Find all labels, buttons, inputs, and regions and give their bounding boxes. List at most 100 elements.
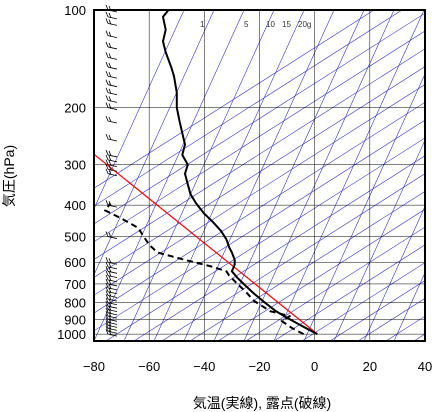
wind-barb	[105, 149, 118, 158]
wind-barb	[105, 102, 118, 110]
mixing-ratio-line	[213, 10, 365, 341]
wind-barb	[105, 95, 118, 103]
dry-adiabat-line	[94, 30, 425, 243]
mixing-ratio-line	[94, 10, 185, 210]
y-tick-label: 1000	[57, 327, 86, 342]
sounding-series	[104, 10, 318, 335]
mixing-ratio-label: 10	[266, 20, 275, 29]
x-axis-ticks: −80 −60 −40 −20 0 20 40	[83, 359, 432, 374]
dry-adiabat-line	[94, 48, 425, 260]
wind-barb	[105, 168, 118, 177]
plot-frame	[93, 9, 426, 342]
x-tick-label: −20	[248, 359, 270, 374]
y-tick-label: 200	[64, 101, 86, 116]
wind-barb	[105, 79, 118, 88]
mixing-ratio-line	[393, 271, 425, 341]
dry-adiabat-line	[133, 155, 425, 341]
wind-barb	[105, 274, 118, 283]
wind-barb	[105, 270, 118, 279]
wind-barb	[105, 164, 118, 172]
wind-barb	[105, 320, 118, 328]
mixing-ratio-label: 1	[200, 20, 205, 29]
dry-adiabat-line	[217, 208, 425, 341]
wind-barb	[105, 282, 118, 291]
wind-barb	[105, 257, 118, 265]
y-tick-label: 100	[64, 3, 86, 18]
dry-adiabat-line	[94, 84, 425, 296]
y-axis-label: 気圧(hPa)	[1, 145, 17, 207]
wind-barb	[105, 231, 118, 239]
dry-adiabat-line	[94, 66, 425, 278]
wind-barb	[105, 133, 118, 142]
y-tick-label: 400	[64, 198, 86, 213]
mixing-ratio-label: 20g	[298, 20, 311, 29]
wind-barb	[105, 159, 118, 168]
reference-line-path	[94, 153, 318, 335]
x-tick-label: 40	[418, 359, 432, 374]
temperature-line	[162, 10, 318, 335]
wind-barb	[105, 266, 118, 274]
dry-adiabat-line	[273, 244, 425, 341]
wind-barb	[105, 52, 118, 60]
dry-adiabat-line	[385, 315, 425, 341]
dry-adiabat-line	[94, 10, 403, 207]
dry-adiabat-line	[94, 119, 425, 332]
y-tick-label: 800	[64, 296, 86, 311]
dry-adiabat-line	[245, 226, 425, 341]
dry-adiabat-line	[189, 191, 425, 341]
x-axis-label: 気温(実線), 露点(破線)	[193, 395, 331, 411]
wind-barb	[105, 18, 118, 26]
dry-adiabat-line	[94, 10, 375, 189]
y-tick-label: 700	[64, 277, 86, 292]
wind-barb	[105, 154, 118, 163]
dry-adiabat-lines	[94, 10, 425, 341]
grid-lines	[93, 9, 426, 341]
x-tick-label: −40	[193, 359, 215, 374]
wind-barb	[105, 61, 118, 70]
dry-adiabat-line	[161, 173, 425, 341]
mixing-ratio-line	[183, 10, 335, 341]
dry-adiabat-line	[105, 137, 425, 341]
wind-barb	[105, 278, 118, 287]
wind-barbs	[105, 4, 118, 337]
mixing-ratio-labels: 1 5 10 15 20g	[200, 20, 311, 29]
wind-barb	[105, 30, 118, 39]
wind-barb	[105, 199, 118, 208]
x-tick-label: −80	[83, 359, 105, 374]
mixing-ratio-line	[94, 10, 245, 341]
dry-adiabat-line	[94, 101, 425, 314]
x-tick-label: 0	[311, 359, 318, 374]
wind-barb	[105, 326, 118, 334]
mixing-ratio-label: 5	[244, 20, 249, 29]
mixing-ratio-line	[153, 10, 305, 341]
wind-barb	[105, 41, 118, 50]
dry-adiabat-line	[329, 280, 425, 341]
mixing-ratio-line	[243, 10, 395, 341]
y-tick-label: 500	[64, 230, 86, 245]
x-tick-label: 20	[363, 359, 377, 374]
wind-barb	[105, 11, 118, 20]
dew_point-line	[104, 202, 305, 335]
y-tick-label: 600	[64, 255, 86, 270]
wind-barb	[105, 323, 118, 331]
dry-adiabat-line	[357, 297, 425, 341]
x-tick-label: −60	[138, 359, 160, 374]
wind-barb	[105, 115, 118, 124]
dry-adiabat-line	[301, 262, 425, 341]
wind-barb	[105, 87, 118, 96]
dry-adiabat-line	[94, 12, 425, 225]
mixing-ratio-line	[94, 10, 215, 276]
y-tick-label: 900	[64, 312, 86, 327]
mixing-ratio-line	[363, 205, 425, 341]
y-tick-label: 300	[64, 158, 86, 173]
mixing-ratio-line	[303, 73, 425, 341]
mixing-ratio-line	[333, 139, 425, 341]
mixing-ratio-label: 15	[282, 20, 291, 29]
wind-barb	[105, 71, 118, 79]
wind-barb	[105, 261, 118, 270]
reference-line	[94, 153, 318, 335]
wind-barb	[105, 328, 118, 337]
mixing-ratio-line	[273, 10, 425, 341]
